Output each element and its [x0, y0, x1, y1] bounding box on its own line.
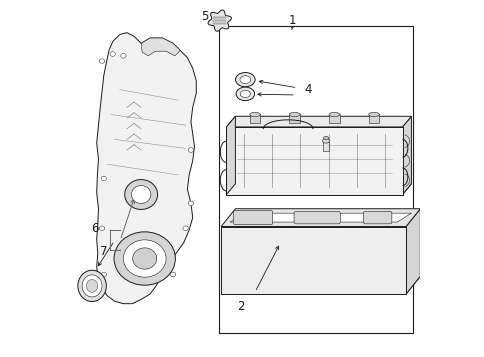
Ellipse shape	[131, 186, 151, 203]
FancyBboxPatch shape	[363, 211, 391, 224]
Text: 1: 1	[288, 14, 295, 27]
Ellipse shape	[99, 226, 105, 231]
Text: 7: 7	[100, 245, 107, 258]
Ellipse shape	[86, 280, 98, 292]
Ellipse shape	[188, 148, 193, 152]
Ellipse shape	[123, 240, 166, 277]
Polygon shape	[405, 209, 420, 294]
Polygon shape	[402, 116, 410, 195]
Ellipse shape	[170, 272, 176, 277]
Bar	[249, 115, 260, 124]
Polygon shape	[141, 38, 180, 56]
Ellipse shape	[322, 139, 329, 143]
Bar	[289, 115, 300, 124]
Ellipse shape	[99, 59, 105, 64]
Polygon shape	[226, 116, 410, 127]
Ellipse shape	[328, 112, 339, 117]
Bar	[368, 115, 378, 124]
Ellipse shape	[212, 21, 227, 28]
Ellipse shape	[133, 248, 156, 269]
Ellipse shape	[235, 72, 255, 87]
Polygon shape	[221, 276, 420, 294]
Ellipse shape	[82, 275, 102, 297]
Polygon shape	[226, 127, 402, 195]
Ellipse shape	[240, 76, 250, 84]
Polygon shape	[226, 116, 235, 195]
Polygon shape	[208, 10, 231, 31]
Bar	[322, 141, 328, 151]
FancyBboxPatch shape	[233, 211, 272, 225]
Ellipse shape	[110, 52, 115, 56]
Ellipse shape	[121, 54, 126, 58]
Text: 6: 6	[91, 222, 98, 235]
Ellipse shape	[124, 180, 157, 210]
Ellipse shape	[182, 226, 188, 231]
Text: 4: 4	[304, 83, 311, 96]
Polygon shape	[229, 213, 410, 222]
Polygon shape	[221, 226, 405, 294]
Ellipse shape	[114, 232, 175, 285]
Ellipse shape	[236, 87, 254, 101]
Text: 5: 5	[201, 10, 209, 23]
Ellipse shape	[240, 90, 250, 97]
Polygon shape	[226, 184, 410, 195]
Text: 3: 3	[331, 131, 338, 144]
Ellipse shape	[368, 112, 378, 117]
Polygon shape	[221, 209, 420, 226]
Ellipse shape	[249, 112, 260, 117]
Ellipse shape	[101, 176, 106, 181]
Bar	[328, 115, 339, 124]
Ellipse shape	[78, 270, 106, 302]
Ellipse shape	[323, 136, 328, 140]
Ellipse shape	[289, 112, 300, 117]
Ellipse shape	[188, 201, 193, 206]
Ellipse shape	[101, 272, 106, 277]
Text: 2: 2	[237, 300, 244, 313]
FancyBboxPatch shape	[293, 211, 340, 224]
Bar	[219, 26, 412, 333]
Polygon shape	[96, 33, 196, 304]
